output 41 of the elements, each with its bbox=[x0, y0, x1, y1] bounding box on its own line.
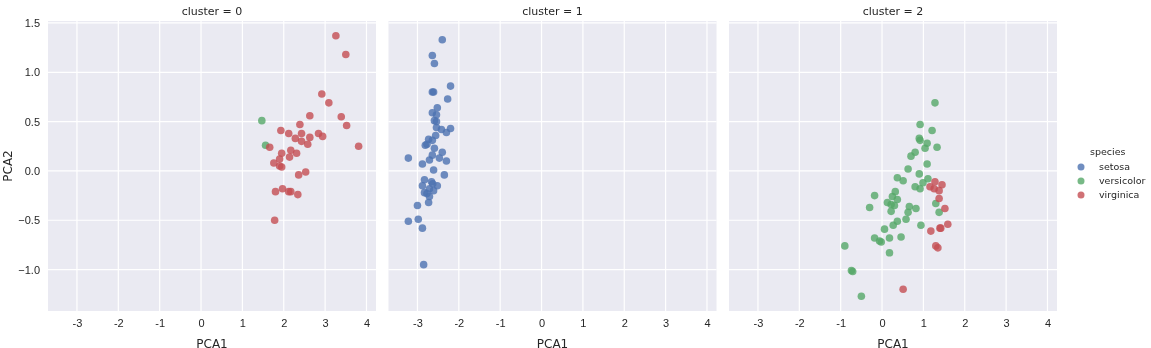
chart-title: cluster = 1 bbox=[522, 5, 583, 18]
x-tick-label: 0 bbox=[879, 316, 886, 329]
y-tick-label: 0.5 bbox=[24, 115, 40, 128]
x-tick-label: -1 bbox=[155, 316, 166, 329]
x-tick-label: 3 bbox=[663, 316, 670, 329]
x-tick-label: -3 bbox=[753, 316, 764, 329]
x-tick-label: -1 bbox=[836, 316, 847, 329]
y-tick-label: 1.5 bbox=[24, 16, 40, 29]
x-tick-label: -3 bbox=[72, 316, 83, 329]
y-tick-label: −1.0 bbox=[18, 263, 40, 276]
legend-label: virginica bbox=[1099, 189, 1140, 200]
x-tick-label: 2 bbox=[281, 316, 288, 329]
x-tick-label: 0 bbox=[198, 316, 205, 329]
x-tick-label: -2 bbox=[794, 316, 805, 329]
x-tick-label: -3 bbox=[413, 316, 423, 329]
x-tick-label: 3 bbox=[322, 316, 329, 329]
legend-title: species bbox=[1090, 146, 1126, 157]
x-tick-label: 1 bbox=[920, 316, 927, 329]
x-tick-label: 1 bbox=[580, 316, 587, 329]
x-tick-label: 1 bbox=[239, 316, 246, 329]
legend-label: versicolor bbox=[1099, 175, 1146, 186]
x-tick-label: 4 bbox=[1044, 316, 1052, 329]
chart-title: cluster = 0 bbox=[181, 5, 243, 18]
x-tick-label: 0 bbox=[538, 316, 546, 329]
x-axis-title: PCA1 bbox=[196, 337, 228, 348]
y-axis-title: PCA2 bbox=[1, 150, 15, 182]
x-tick-label: -2 bbox=[113, 316, 124, 329]
x-tick-label: -1 bbox=[495, 316, 506, 329]
x-tick-label: 4 bbox=[704, 316, 711, 329]
y-tick-label: −0.5 bbox=[18, 214, 40, 227]
legend-label: setosa bbox=[1099, 161, 1131, 172]
x-tick-label: 4 bbox=[363, 316, 371, 329]
x-tick-label: 2 bbox=[621, 316, 628, 329]
chart-title: cluster = 2 bbox=[862, 5, 924, 18]
y-tick-label: 1.0 bbox=[24, 66, 40, 79]
x-axis-title: PCA1 bbox=[877, 337, 909, 348]
x-axis-title: PCA1 bbox=[536, 337, 569, 348]
x-tick-label: 3 bbox=[1003, 316, 1010, 329]
x-tick-label: 2 bbox=[962, 316, 969, 329]
x-tick-label: -2 bbox=[454, 316, 465, 329]
y-tick-label: 0.0 bbox=[24, 164, 40, 177]
